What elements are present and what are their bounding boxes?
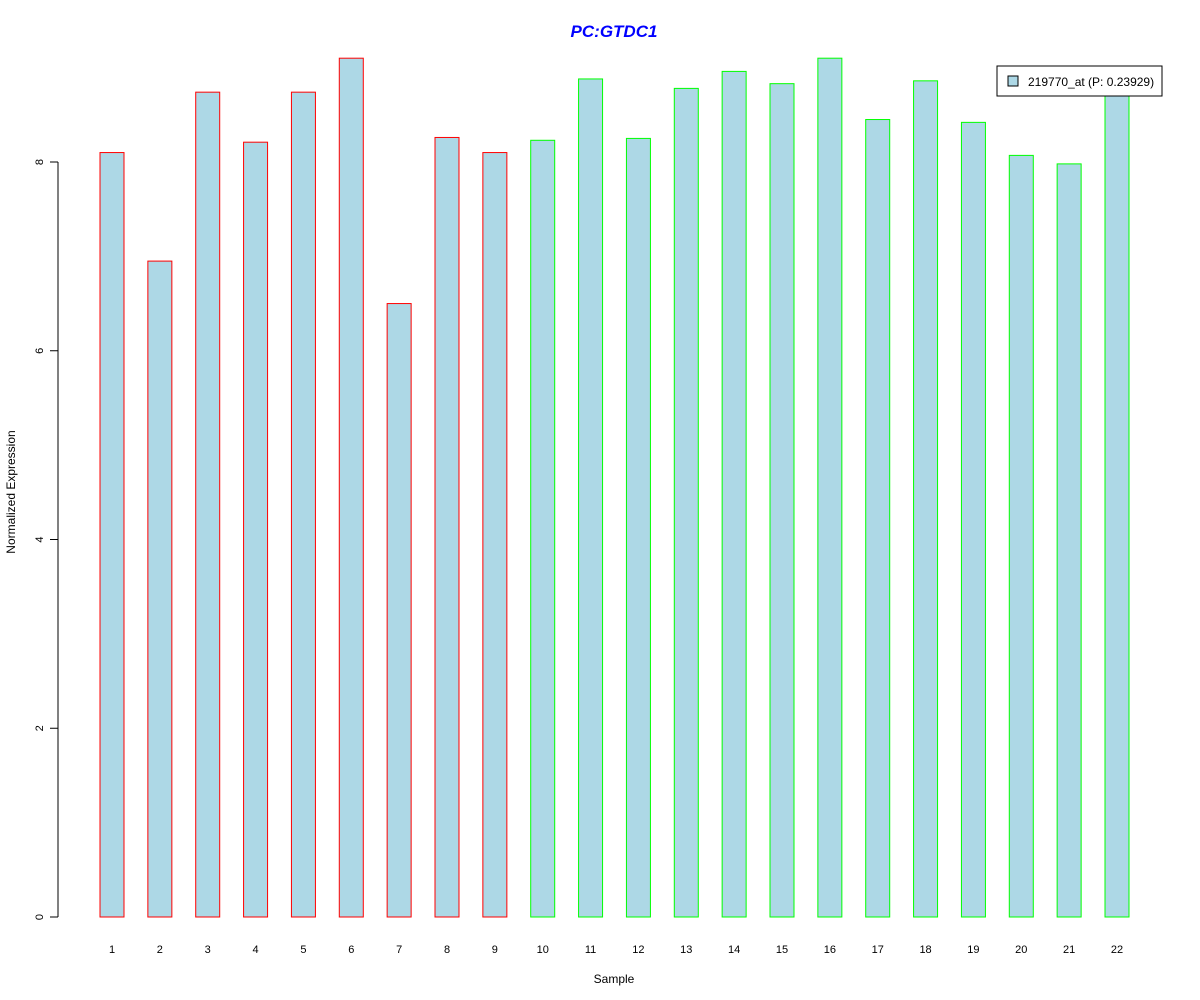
y-tick-label: 8: [34, 159, 46, 165]
bar-sample-21: [1056, 163, 1082, 918]
bar-sample-15: [769, 83, 795, 918]
x-axis-tick-labels: 1 2 3 4 5 6 7 8 9 10 11 12 13 14 15 16 17 18 19 20 21 22: [109, 944, 1123, 956]
x-tick-label: 6: [348, 944, 354, 956]
y-tick-label: 0: [34, 914, 46, 920]
x-tick-label: 14: [728, 944, 740, 956]
bar-sample-8: [434, 136, 460, 918]
x-tick-label: 1: [109, 944, 115, 956]
bar-sample-3: [195, 91, 221, 918]
y-axis-label: Normalized Expression: [4, 430, 18, 553]
bar-sample-5: [290, 91, 316, 918]
bar-sample-19: [960, 121, 986, 918]
x-tick-label: 12: [632, 944, 644, 956]
bar-sample-12: [625, 137, 651, 918]
bar-sample-16: [817, 57, 843, 918]
x-tick-label: 8: [444, 944, 450, 956]
x-tick-label: 2: [157, 944, 163, 956]
bars: [99, 57, 1130, 918]
bar-sample-1: [99, 152, 125, 918]
legend: 219770_at (P: 0.23929): [996, 65, 1163, 97]
bar-sample-7: [386, 303, 412, 918]
bar-sample-14: [721, 70, 747, 918]
legend-swatch: [1007, 75, 1019, 87]
x-tick-label: 7: [396, 944, 402, 956]
bar-sample-17: [865, 119, 891, 918]
x-tick-label: 16: [824, 944, 836, 956]
legend-entry-label: 219770_at (P: 0.23929): [1028, 75, 1154, 89]
x-tick-label: 13: [680, 944, 692, 956]
x-tick-label: 17: [872, 944, 884, 956]
x-tick-label: 22: [1111, 944, 1123, 956]
bar-sample-4: [243, 141, 269, 918]
x-tick-label: 11: [585, 944, 596, 956]
x-tick-label: 5: [300, 944, 306, 956]
chart-title: PC:GTDC1: [571, 22, 658, 41]
bar-sample-2: [147, 260, 173, 918]
x-tick-label: 20: [1015, 944, 1027, 956]
x-tick-label: 18: [919, 944, 931, 956]
bar-sample-11: [578, 78, 604, 918]
x-tick-label: 4: [253, 944, 259, 956]
x-tick-label: 21: [1063, 944, 1075, 956]
bar-sample-9: [482, 152, 508, 918]
y-axis: 0 2 4 6 8: [34, 159, 59, 920]
bar-sample-6: [338, 57, 364, 918]
y-tick-label: 6: [34, 348, 46, 354]
bar-sample-13: [673, 87, 699, 918]
x-axis-label: Sample: [594, 972, 635, 986]
x-tick-label: 10: [537, 944, 549, 956]
bar-sample-18: [913, 80, 939, 918]
y-tick-label: 2: [34, 725, 46, 731]
x-tick-label: 15: [776, 944, 788, 956]
bar-sample-20: [1008, 154, 1034, 918]
x-tick-label: 9: [492, 944, 498, 956]
x-tick-label: 3: [205, 944, 211, 956]
legend-box: [996, 65, 1163, 97]
bar-sample-10: [530, 139, 556, 918]
bar-sample-22: [1104, 86, 1130, 918]
y-tick-label: 4: [34, 536, 46, 542]
x-tick-label: 19: [967, 944, 979, 956]
